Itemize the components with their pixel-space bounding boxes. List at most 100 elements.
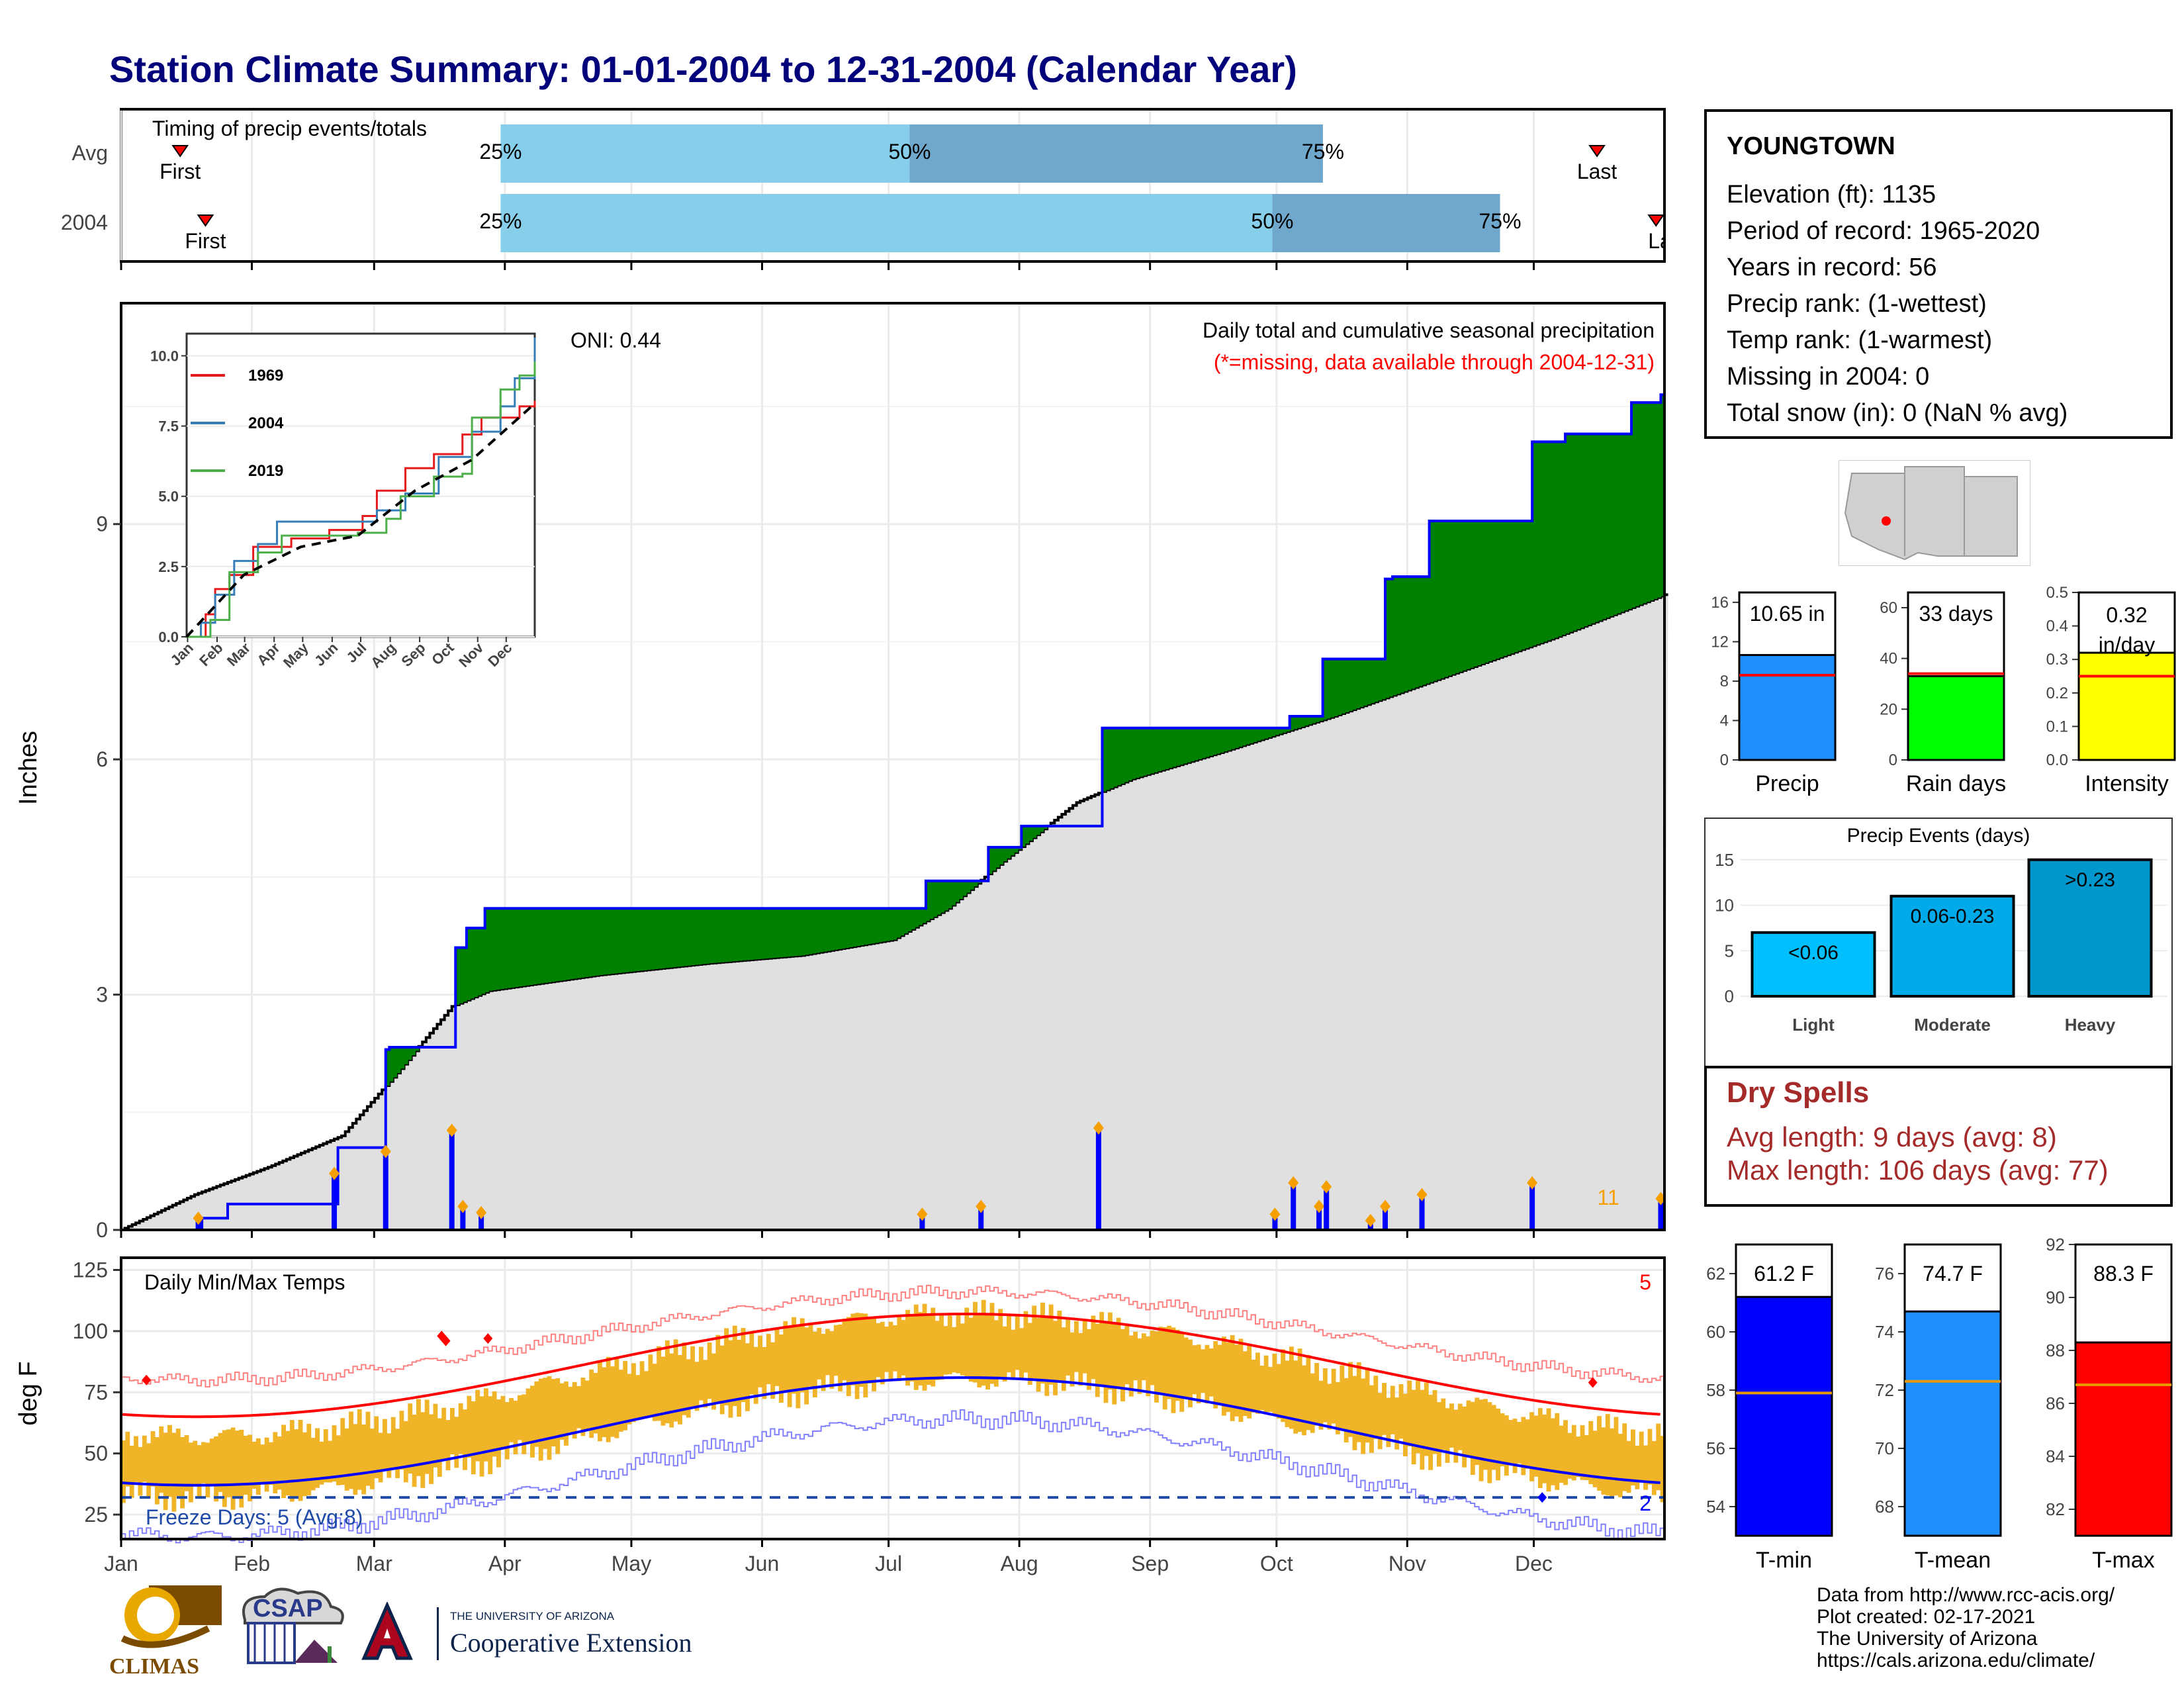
temp-daily-range-bar — [1331, 1368, 1336, 1424]
precip-surplus-area — [1543, 442, 1547, 642]
precip-surplus-area — [459, 947, 463, 1004]
precip-ytick-label: 3 — [96, 983, 108, 1007]
timing-p25-label: 25% — [479, 209, 522, 233]
precip-surplus-area — [709, 908, 713, 964]
precip-surplus-area — [1495, 520, 1500, 659]
temp-daily-range-bar — [741, 1328, 746, 1402]
temp-daily-range-bar — [568, 1386, 573, 1432]
temp-daily-range-bar — [1356, 1362, 1361, 1442]
temp-daily-range-bar — [522, 1394, 527, 1454]
temp-daily-range-bar — [1112, 1323, 1117, 1405]
precip-surplus-area — [617, 908, 621, 973]
precip-surplus-area — [885, 908, 890, 941]
precip-surplus-area — [1179, 727, 1184, 765]
precip-surplus-area — [1370, 659, 1375, 704]
precip-surplus-area — [1282, 727, 1287, 733]
precip-surplus-area — [844, 908, 849, 948]
temp-daily-range-bar — [682, 1342, 687, 1415]
temp-record-low-marker — [1537, 1492, 1547, 1503]
precip-daily-bar — [1316, 1206, 1322, 1230]
temp-ytick-label: 125 — [73, 1258, 108, 1282]
precip-surplus-area — [771, 908, 776, 959]
temp-daily-range-bar — [909, 1314, 915, 1382]
ua-block-a-icon — [361, 1601, 413, 1660]
temp-stat-ytick-label: 68 — [1875, 1497, 1894, 1517]
temp-daily-range-bar — [449, 1407, 455, 1454]
precip-surplus-area — [1407, 577, 1412, 690]
temp-daily-range-bar — [361, 1424, 367, 1495]
temp-daily-range-bar — [648, 1354, 653, 1418]
temp-daily-range-bar — [513, 1400, 518, 1455]
precip-surplus-area — [1649, 402, 1654, 601]
inset-series-line — [187, 361, 536, 638]
temp-daily-range-bar — [1336, 1382, 1340, 1434]
temp-daily-range-bar — [787, 1327, 792, 1407]
temp-daily-range-bar — [690, 1346, 696, 1407]
precip-surplus-area — [1414, 577, 1419, 688]
temp-normal-min-line — [120, 1376, 1661, 1487]
temp-daily-range-bar — [1310, 1373, 1315, 1433]
precip-daily-marker — [1269, 1207, 1281, 1221]
precip-daily-bar — [1529, 1182, 1535, 1230]
precip-surplus-area — [1352, 659, 1357, 710]
precip-surplus-area — [522, 908, 526, 986]
precip-surplus-area — [1661, 395, 1665, 596]
temp-daily-range-bar — [294, 1429, 299, 1499]
inset-legend-label: 2004 — [248, 414, 284, 432]
temp-daily-range-bar — [703, 1360, 708, 1408]
precip-surplus-area — [1168, 727, 1173, 769]
temp-daily-range-bar — [1563, 1420, 1568, 1485]
precip-surplus-area — [1627, 434, 1632, 610]
inset-ytick-label: 7.5 — [158, 418, 179, 435]
temp-daily-range-bar — [534, 1381, 539, 1447]
temp-daily-range-bar — [328, 1440, 333, 1483]
temp-daily-range-bar — [1496, 1408, 1501, 1481]
precip-surplus-area — [668, 908, 673, 968]
ua-logo-small-text: THE UNIVERSITY OF ARIZONA — [450, 1610, 615, 1622]
temp-daily-range-bar — [960, 1323, 965, 1376]
temp-daily-range-bar — [146, 1443, 152, 1499]
temp-daily-range-bar — [319, 1441, 324, 1485]
timing-row-label-2004: 2004 — [61, 211, 108, 234]
precip-surplus-area — [1510, 520, 1514, 654]
precip-surplus-area — [1175, 727, 1180, 766]
temp-daily-range-bar — [209, 1438, 214, 1486]
temp-daily-range-bar — [395, 1429, 400, 1478]
precip-surplus-area — [1385, 579, 1390, 698]
precip-surplus-area — [893, 908, 897, 940]
precip-surplus-area — [1418, 577, 1423, 686]
temp-record-high-marker — [483, 1333, 493, 1344]
precip-surplus-area — [955, 880, 960, 902]
temp-daily-range-bar — [538, 1378, 543, 1461]
precip-surplus-area — [1275, 727, 1279, 735]
temp-daily-range-bar — [188, 1442, 193, 1503]
temp-daily-range-bar — [792, 1317, 796, 1394]
temp-daily-range-bar — [445, 1420, 451, 1471]
precip-surplus-area — [628, 908, 633, 972]
stat-ytick-label: 40 — [1880, 650, 1897, 668]
precip-surplus-area — [988, 847, 993, 874]
precip-surplus-area — [1598, 434, 1603, 621]
stat-ytick-label: 0 — [1889, 751, 1897, 769]
temp-daily-range-bar — [1158, 1327, 1163, 1393]
temp-daily-range-bar — [1457, 1403, 1463, 1450]
precip-surplus-area — [404, 1047, 408, 1064]
precip-surplus-area — [1392, 577, 1397, 696]
precip-surplus-area — [1319, 716, 1324, 722]
precip-surplus-area — [974, 880, 978, 887]
precip-surplus-area — [753, 908, 758, 960]
temp-daily-range-bar — [715, 1335, 721, 1402]
precip-surplus-area — [514, 908, 519, 988]
temp-daily-range-bar — [1361, 1378, 1366, 1454]
precip-surplus-area — [477, 927, 482, 996]
precip-surplus-area — [1590, 434, 1596, 624]
precip-surplus-area — [551, 908, 555, 982]
temp-normal-max-line — [120, 1313, 1661, 1419]
precip-surplus-area — [525, 908, 529, 986]
timing-row-label-avg: Avg — [71, 141, 108, 165]
temp-daily-range-bar — [1087, 1329, 1091, 1390]
temp-stat-bar-t-mean — [1903, 1310, 2002, 1537]
temp-daily-range-bar — [1343, 1378, 1349, 1443]
events-ytick-label: 10 — [1715, 896, 1734, 915]
temp-daily-range-bar — [1567, 1432, 1572, 1479]
